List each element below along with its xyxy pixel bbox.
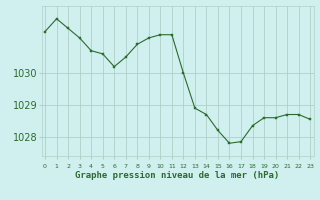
X-axis label: Graphe pression niveau de la mer (hPa): Graphe pression niveau de la mer (hPa) <box>76 171 280 180</box>
